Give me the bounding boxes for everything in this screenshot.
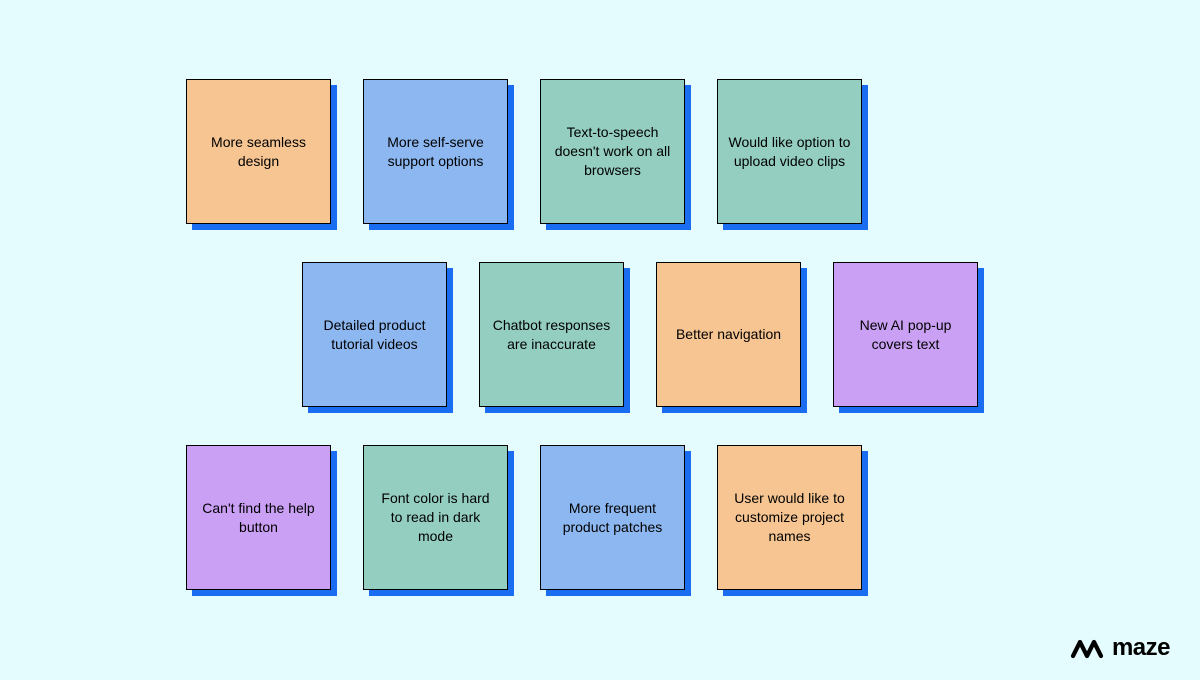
note-text: More frequent product patches xyxy=(551,499,674,537)
sticky-note[interactable]: Text-to-speech doesn't work on all brows… xyxy=(540,79,685,224)
note-patches[interactable]: More frequent product patches xyxy=(540,445,685,590)
note-tutorial-videos[interactable]: Detailed product tutorial videos xyxy=(302,262,447,407)
note-text: Better navigation xyxy=(676,325,781,344)
sticky-note[interactable]: Font color is hard to read in dark mode xyxy=(363,445,508,590)
sticky-note[interactable]: Detailed product tutorial videos xyxy=(302,262,447,407)
sticky-note[interactable]: More frequent product patches xyxy=(540,445,685,590)
note-text: Font color is hard to read in dark mode xyxy=(374,489,497,546)
note-text: Chatbot responses are inaccurate xyxy=(490,316,613,354)
note-text: Detailed product tutorial videos xyxy=(313,316,436,354)
sticky-note[interactable]: Would like option to upload video clips xyxy=(717,79,862,224)
note-text: Would like option to upload video clips xyxy=(728,133,851,171)
note-tts-browsers[interactable]: Text-to-speech doesn't work on all brows… xyxy=(540,79,685,224)
note-text: More self-serve support options xyxy=(374,133,497,171)
sticky-note[interactable]: More self-serve support options xyxy=(363,79,508,224)
note-navigation[interactable]: Better navigation xyxy=(656,262,801,407)
note-text: User would like to customize project nam… xyxy=(728,489,851,546)
note-upload-video[interactable]: Would like option to upload video clips xyxy=(717,79,862,224)
note-chatbot[interactable]: Chatbot responses are inaccurate xyxy=(479,262,624,407)
note-font-dark-mode[interactable]: Font color is hard to read in dark mode xyxy=(363,445,508,590)
brand-logo: maze xyxy=(1070,634,1170,662)
note-self-serve[interactable]: More self-serve support options xyxy=(363,79,508,224)
note-help-button[interactable]: Can't find the help button xyxy=(186,445,331,590)
note-ai-popup[interactable]: New AI pop-up covers text xyxy=(833,262,978,407)
note-seamless-design[interactable]: More seamless design xyxy=(186,79,331,224)
note-text: Text-to-speech doesn't work on all brows… xyxy=(551,123,674,180)
brand-label: maze xyxy=(1112,634,1170,662)
sticky-note[interactable]: New AI pop-up covers text xyxy=(833,262,978,407)
note-text: More seamless design xyxy=(197,133,320,171)
note-text: New AI pop-up covers text xyxy=(844,316,967,354)
sticky-note[interactable]: Better navigation xyxy=(656,262,801,407)
sticky-note[interactable]: User would like to customize project nam… xyxy=(717,445,862,590)
note-project-names[interactable]: User would like to customize project nam… xyxy=(717,445,862,590)
sticky-note[interactable]: Chatbot responses are inaccurate xyxy=(479,262,624,407)
sticky-note[interactable]: More seamless design xyxy=(186,79,331,224)
maze-icon xyxy=(1070,636,1104,660)
sticky-board: More seamless design More self-serve supp… xyxy=(0,0,1200,680)
note-text: Can't find the help button xyxy=(197,499,320,537)
sticky-note[interactable]: Can't find the help button xyxy=(186,445,331,590)
